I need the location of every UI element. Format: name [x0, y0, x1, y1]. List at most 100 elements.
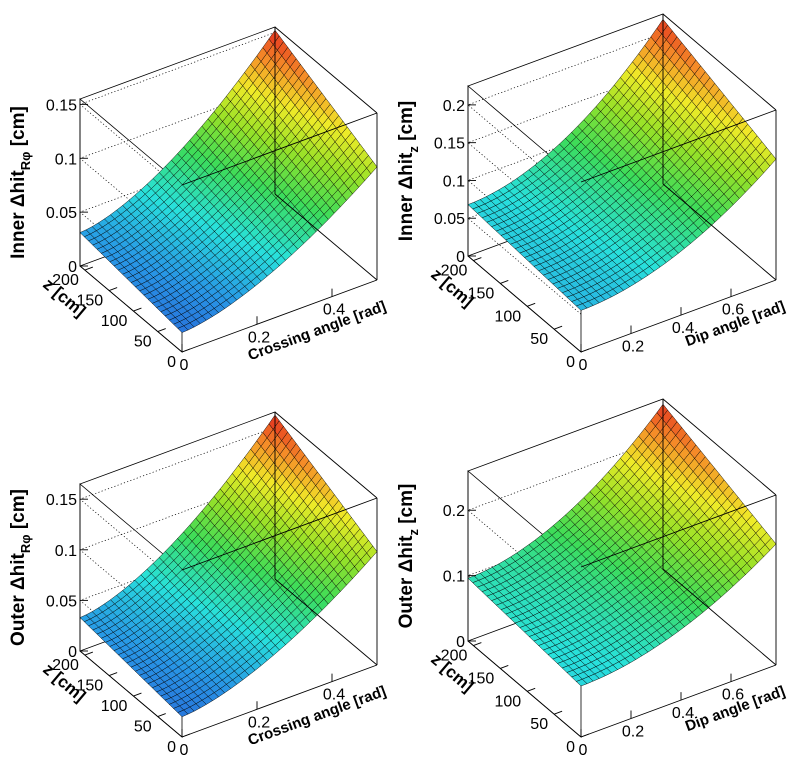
z-tick-label: 0.2	[443, 503, 465, 520]
front-frame	[79, 26, 378, 353]
y-tick-label: 50	[134, 719, 152, 736]
z-tick-label: 0.1	[443, 569, 465, 586]
y-tick-label: 50	[530, 716, 548, 733]
z-tick-label: 0.15	[434, 136, 465, 153]
y-tick	[473, 642, 482, 646]
frame-edge	[662, 13, 777, 111]
z-axis-title: Outer Δhitz [cm]	[396, 484, 421, 629]
y-tick	[181, 733, 191, 738]
y-tick	[527, 302, 536, 307]
panel-inner-z: 00.20.40.605010015020000.050.10.150.2Dip…	[396, 13, 787, 374]
z-title-main: Inner Δhit	[8, 170, 29, 259]
z-tick-label: 0	[68, 644, 77, 661]
x-tick-label: 0.2	[622, 339, 644, 356]
frame-edge	[467, 255, 582, 353]
y-tick-label: 0	[566, 354, 575, 371]
y-tick-label: 0	[167, 354, 176, 371]
y-tick-label: 200	[52, 272, 79, 289]
y-tick-label: 100	[101, 698, 128, 715]
y-tick-label: 100	[101, 313, 128, 330]
panel-inner-rphi: 00.20.405010015020000.050.10.15Crossing …	[8, 26, 388, 374]
x-tick-label: 0	[579, 742, 588, 759]
y-tick-label: 50	[530, 331, 548, 348]
z-tick-label: 0.05	[46, 593, 77, 610]
x-tick-label: 0	[180, 742, 189, 759]
z-title-sub: Rφ	[18, 534, 33, 553]
frame-edge	[181, 279, 378, 353]
z-axis-title: Outer ΔhitRφ [cm]	[8, 489, 33, 646]
y-tick	[500, 280, 509, 284]
x-tick-label: 0.6	[722, 302, 744, 319]
frame-edge	[274, 26, 378, 114]
z-title-unit: [cm]	[8, 489, 29, 534]
y-tick	[108, 287, 118, 291]
z-title-unit: [cm]	[396, 484, 417, 529]
panel-outer-rphi: 00.20.405010015020000.050.10.15Crossing …	[8, 411, 388, 759]
y-tick	[580, 733, 590, 738]
frame-edge	[274, 193, 378, 281]
surface	[79, 29, 378, 333]
y-tick-label: 200	[441, 263, 468, 280]
z-tick-label: 0	[456, 634, 465, 651]
z-title-main: Outer Δhit	[396, 535, 417, 628]
z-title-main: Outer Δhit	[8, 552, 29, 645]
y-tick	[133, 307, 142, 312]
x-tick-label: 0	[180, 357, 189, 374]
z-axis-title: Inner ΔhitRφ [cm]	[8, 106, 33, 259]
y-tick	[133, 692, 142, 697]
y-tick	[157, 713, 166, 717]
z-tick-label: 0.15	[46, 97, 77, 114]
y-tick	[553, 710, 563, 715]
z-tick-label: 0.1	[55, 151, 77, 168]
x-tick-label: 0.4	[672, 320, 694, 337]
frame-edge	[580, 109, 777, 183]
y-tick	[84, 651, 94, 656]
y-tick	[157, 328, 166, 332]
frame-edge	[181, 112, 378, 186]
z-tick-label: 0.1	[443, 173, 465, 190]
y-tick	[500, 665, 509, 669]
z-tick-label: 0	[68, 259, 77, 276]
y-tick	[527, 687, 536, 692]
y-tick	[84, 266, 94, 271]
frame-edge	[580, 279, 777, 353]
y-tick	[473, 257, 482, 261]
z-title-unit: [cm]	[8, 106, 29, 151]
y-tick-label: 0	[566, 739, 575, 756]
front-frame	[467, 13, 777, 353]
y-tick-label: 100	[494, 308, 521, 325]
frame-edge	[662, 183, 777, 281]
z-tick-label: 0.1	[55, 543, 77, 560]
z-tick-label: 0	[456, 249, 465, 266]
frame-edge	[79, 265, 183, 353]
z-tick-label: 0.05	[434, 211, 465, 228]
y-tick-label: 150	[76, 293, 103, 310]
y-tick	[181, 348, 191, 353]
y-tick	[108, 672, 118, 676]
surface-cell	[764, 152, 777, 167]
y-tick-label: 50	[134, 334, 152, 351]
z-axis-title: Inner Δhitz [cm]	[396, 101, 421, 242]
x-tick-label: 0.4	[323, 302, 345, 319]
y-tick	[553, 325, 563, 330]
z-tick-label: 0.15	[46, 492, 77, 509]
y-tick	[580, 348, 590, 353]
surface-cell	[366, 160, 378, 175]
y-tick-label: 150	[468, 285, 495, 302]
x-tick-label: 0	[579, 357, 588, 374]
z-tick-label: 0.2	[443, 98, 465, 115]
z-title-unit: [cm]	[396, 101, 417, 146]
surface	[79, 414, 378, 718]
z-tick-label: 0.05	[46, 205, 77, 222]
y-tick-label: 0	[167, 739, 176, 756]
surface	[467, 18, 777, 311]
z-title-sub: z	[406, 146, 421, 153]
surface	[467, 403, 777, 687]
x-tick-label: 0.2	[248, 329, 270, 346]
x-tick-label: 0.2	[622, 724, 644, 741]
z-title-sub: Rφ	[18, 152, 33, 171]
